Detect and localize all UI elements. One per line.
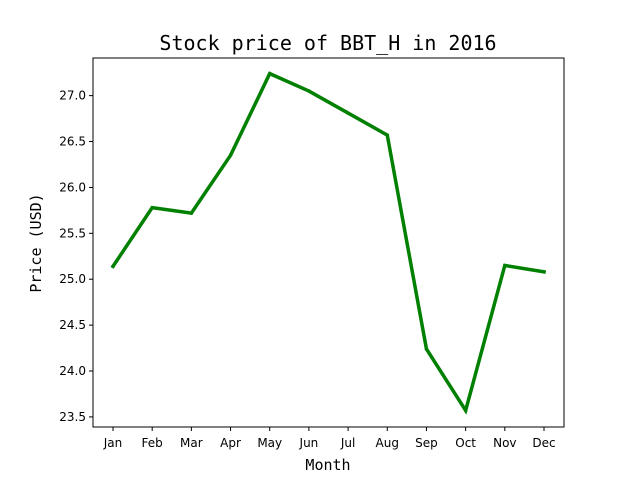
data-point-feb	[150, 205, 154, 210]
x-tick-label: Nov	[493, 436, 516, 450]
x-tick-label: Jan	[103, 436, 123, 450]
x-tick-label: Feb	[142, 436, 163, 450]
data-point-jan	[111, 264, 115, 269]
y-axis-label: Price (USD)	[27, 193, 45, 292]
y-tick-label: 23.5	[59, 410, 86, 424]
y-tick-label: 27.0	[59, 89, 86, 103]
data-point-oct	[463, 408, 468, 413]
chart-title: Stock price of BBT_H in 2016	[159, 31, 496, 55]
y-tick-label: 26.5	[59, 135, 86, 149]
data-point-dec	[542, 270, 546, 274]
y-tick-label: 25.5	[59, 226, 86, 240]
data-point-jun	[307, 89, 311, 93]
x-axis: Jan Feb Mar Apr May Jun Jul Aug Sep Oct Nov Dec	[103, 427, 556, 450]
x-tick-label: Aug	[376, 436, 399, 450]
x-tick-label: Mar	[180, 436, 203, 450]
x-tick-label: Dec	[532, 436, 555, 450]
x-tick-label: Oct	[455, 436, 476, 450]
x-tick-label: May	[257, 436, 282, 450]
x-tick-label: Sep	[415, 436, 438, 450]
y-axis: 23.5 24.0 24.5 25.0 25.5 26.0 26.5 27.0	[59, 89, 93, 424]
data-point-aug	[385, 133, 390, 137]
x-axis-label: Month	[305, 456, 350, 474]
plot-frame	[92, 57, 565, 428]
y-tick-label: 24.5	[59, 318, 86, 332]
y-tick-label: 26.0	[59, 180, 86, 194]
x-tick-label: Jun	[299, 436, 319, 450]
data-point-may	[267, 71, 272, 76]
x-tick-label: Jul	[340, 436, 355, 450]
series-layer	[110, 71, 547, 415]
data-point-sep	[424, 347, 429, 351]
y-tick-label: 24.0	[59, 364, 86, 378]
data-point-apr	[228, 153, 233, 158]
data-point-mar	[189, 211, 194, 215]
price-series-line	[110, 71, 547, 415]
x-tick-label: Apr	[220, 436, 241, 450]
y-tick-label: 25.0	[59, 272, 86, 286]
data-point-nov	[503, 263, 507, 268]
data-point-jul	[346, 111, 350, 115]
